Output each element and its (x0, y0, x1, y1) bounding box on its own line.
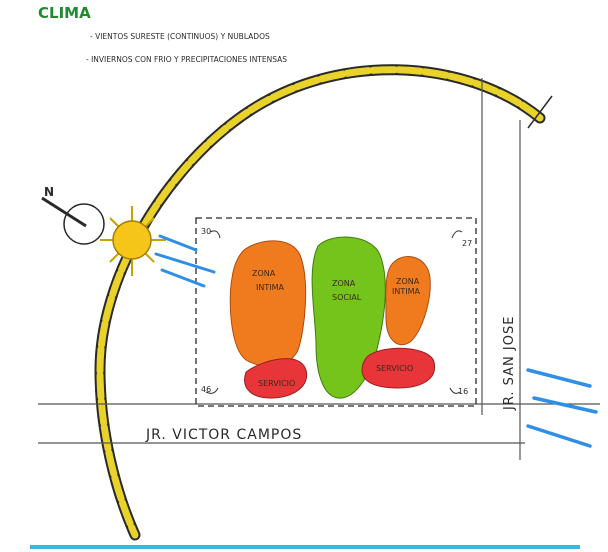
arc-end-tick (527, 95, 553, 129)
note-line-2: - INVIERNOS CON FRIO Y PRECIPITACIONES I… (86, 55, 287, 64)
zone-intimate-left (229, 240, 307, 367)
zone-label-social-2: SOCIAL (332, 293, 362, 302)
zone-label-intimate-left-1: ZONA (252, 269, 276, 278)
zone-label-intimate-right-1: ZONA (396, 277, 420, 286)
svg-text:27: 27 (462, 239, 472, 248)
street-label-horizontal: JR. VICTOR CAMPOS (145, 427, 302, 443)
corner-mark-top-left: 30 (201, 227, 221, 239)
zone-service-right (361, 347, 436, 389)
zone-label-intimate-right-2: INTIMA (392, 287, 420, 296)
zone-intimate-right (385, 256, 431, 346)
zone-label-social-1: ZONA (332, 279, 356, 288)
zone-label-service-left: SERVICIO (258, 379, 295, 388)
svg-text:16: 16 (458, 387, 468, 396)
wind-arrows-west (154, 234, 216, 288)
svg-text:46: 46 (201, 385, 211, 394)
wind-arrows-east (526, 368, 598, 448)
svg-text:30: 30 (201, 227, 211, 236)
zone-service-left (244, 358, 308, 399)
sun-icon (100, 206, 166, 276)
zone-label-service-right: SERVICIO (376, 364, 413, 373)
north-label: N (44, 185, 54, 199)
zone-label-intimate-left-2: INTIMA (256, 283, 284, 292)
corner-mark-bottom-left: 46 (201, 385, 219, 394)
lot-boundary (195, 217, 477, 407)
corner-mark-bottom-right: 16 (449, 387, 468, 396)
north-arrow: N (41, 185, 105, 245)
street-label-vertical: JR. SAN JOSE (502, 316, 517, 411)
sun-path-arc-fill (96, 66, 544, 539)
corner-mark-top-right: 27 (451, 230, 472, 248)
note-line-1: - VIENTOS SURESTE (CONTINUOS) Y NUBLADOS (90, 32, 270, 41)
diagram-title: CLIMA (38, 4, 91, 22)
